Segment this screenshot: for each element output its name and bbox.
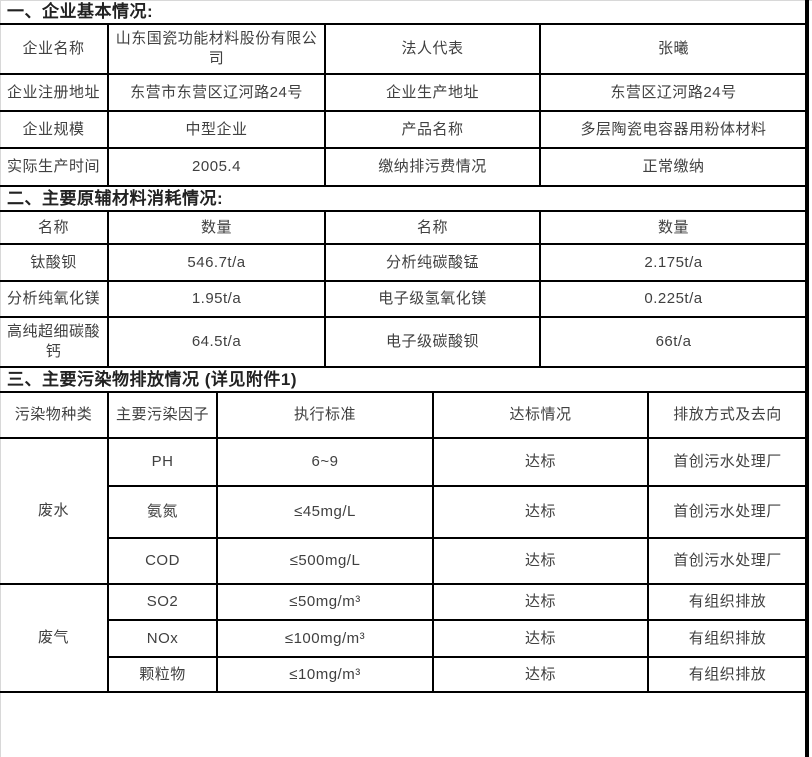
material-name-cell: 钛酸钡 (0, 243, 109, 282)
pollutant-factor-cell: SO2 (107, 583, 218, 621)
table-row: NOx ≤100mg/m³ 达标 有组织排放 (0, 619, 806, 658)
standard-cell: ≤100mg/m³ (216, 619, 434, 658)
standard-cell: ≤50mg/m³ (216, 583, 434, 621)
material-qty-cell: 2.175t/a (539, 243, 806, 282)
discharge-mode-cell: 有组织排放 (647, 656, 806, 693)
compliance-cell: 达标 (432, 583, 649, 621)
table-row: 废水 PH 6~9 达标 首创污水处理厂 (0, 437, 806, 585)
material-name-header: 名称 (324, 210, 541, 245)
product-name-value: 多层陶瓷电容器用粉体材料 (539, 110, 806, 149)
page-left-border (0, 0, 1, 757)
production-address-value: 东营区辽河路24号 (539, 73, 806, 112)
standard-cell: 6~9 (216, 437, 434, 487)
discharge-mode-cell: 有组织排放 (647, 619, 806, 658)
compliance-cell: 达标 (432, 656, 649, 693)
material-qty-header: 数量 (107, 210, 326, 245)
registered-address-label: 企业注册地址 (0, 73, 109, 112)
production-start-value: 2005.4 (107, 147, 326, 187)
compliance-cell: 达标 (432, 437, 649, 487)
material-name-cell: 分析纯氧化镁 (0, 280, 109, 318)
section2-heading: 二、主要原辅材料消耗情况: (7, 189, 224, 208)
material-qty-cell: 64.5t/a (107, 316, 326, 368)
pollutant-factor-header: 主要污染因子 (107, 391, 218, 439)
material-name-header: 名称 (0, 210, 109, 245)
table-row: 企业名称 山东国瓷功能材料股份有限公司 法人代表 张曦 (0, 23, 806, 75)
material-qty-cell: 0.225t/a (539, 280, 806, 318)
report-document: 一、企业基本情况: 企业名称 山东国瓷功能材料股份有限公司 法人代表 张曦 企业… (0, 2, 806, 693)
pollutant-emission-table: 污染物种类 主要污染因子 执行标准 达标情况 排放方式及去向 废水 PH 6~9… (0, 391, 806, 693)
material-name-cell: 高纯超细碳酸钙 (0, 316, 109, 368)
material-qty-cell: 546.7t/a (107, 243, 326, 282)
discharge-mode-header: 排放方式及去向 (647, 391, 806, 439)
discharge-mode-cell: 有组织排放 (647, 583, 806, 621)
table-row: 实际生产时间 2005.4 缴纳排污费情况 正常缴纳 (0, 147, 806, 187)
registered-address-value: 东营市东营区辽河路24号 (107, 73, 326, 112)
pollutant-factor-cell: NOx (108, 619, 218, 658)
discharge-mode-cell: 首创污水处理厂 (647, 485, 806, 539)
table-row: COD ≤500mg/L 达标 首创污水处理厂 (0, 537, 806, 585)
discharge-mode-cell: 首创污水处理厂 (647, 537, 806, 585)
standard-cell: ≤500mg/L (216, 537, 434, 585)
pollutant-factor-cell: 颗粒物 (108, 656, 218, 693)
compliance-cell: 达标 (432, 485, 649, 539)
compliance-cell: 达标 (432, 537, 649, 585)
table-row: 分析纯氧化镁 1.95t/a 电子级氢氧化镁 0.225t/a (0, 280, 806, 318)
standard-header: 执行标准 (216, 391, 434, 439)
table-row: 高纯超细碳酸钙 64.5t/a 电子级碳酸钡 66t/a (0, 316, 806, 368)
compliance-header: 达标情况 (432, 391, 649, 439)
table-row: 企业注册地址 东营市东营区辽河路24号 企业生产地址 东营区辽河路24号 (0, 73, 806, 112)
discharge-mode-cell: 首创污水处理厂 (647, 437, 806, 487)
pollutant-factor-cell: COD (108, 537, 218, 585)
material-name-cell: 分析纯碳酸锰 (324, 243, 541, 282)
enterprise-scale-label: 企业规模 (0, 110, 109, 149)
production-address-label: 企业生产地址 (324, 73, 541, 112)
table-row: 废气 SO2 ≤50mg/m³ 达标 有组织排放 (0, 583, 806, 693)
material-name-cell: 电子级碳酸钡 (324, 316, 541, 368)
table-row: 颗粒物 ≤10mg/m³ 达标 有组织排放 (0, 656, 806, 693)
production-start-label: 实际生产时间 (0, 147, 109, 187)
material-qty-header: 数量 (539, 210, 806, 245)
page-top-border (0, 0, 812, 1)
material-qty-cell: 1.95t/a (107, 280, 326, 318)
standard-cell: ≤45mg/L (216, 485, 434, 539)
table-row: 企业规模 中型企业 产品名称 多层陶瓷电容器用粉体材料 (0, 110, 806, 149)
legal-representative-value: 张曦 (539, 23, 806, 75)
legal-representative-label: 法人代表 (324, 23, 541, 75)
enterprise-name-label: 企业名称 (0, 23, 109, 75)
page-right-border (805, 0, 809, 757)
material-name-cell: 电子级氢氧化镁 (324, 280, 541, 318)
table-row: 钛酸钡 546.7t/a 分析纯碳酸锰 2.175t/a (0, 243, 806, 282)
section3-heading: 三、主要污染物排放情况 (详见附件1) (7, 370, 297, 389)
product-name-label: 产品名称 (324, 110, 541, 149)
enterprise-info-table: 企业名称 山东国瓷功能材料股份有限公司 法人代表 张曦 企业注册地址 东营市东营… (0, 23, 806, 187)
table-row: 氨氮 ≤45mg/L 达标 首创污水处理厂 (0, 485, 806, 539)
materials-consumption-table: 名称 数量 名称 数量 钛酸钡 546.7t/a 分析纯碳酸锰 2.175t/a… (0, 210, 806, 368)
table-header-row: 名称 数量 名称 数量 (0, 210, 806, 245)
enterprise-name-value: 山东国瓷功能材料股份有限公司 (107, 23, 326, 75)
pollutant-type-header: 污染物种类 (0, 391, 109, 439)
pollutant-factor-cell: 氨氮 (108, 485, 218, 539)
enterprise-scale-value: 中型企业 (107, 110, 326, 149)
compliance-cell: 达标 (432, 619, 649, 658)
wastewater-category-cell: 废水 (0, 437, 109, 585)
waste-gas-category-cell: 废气 (0, 583, 109, 693)
standard-cell: ≤10mg/m³ (216, 656, 434, 693)
pollutant-factor-cell: PH (107, 437, 218, 487)
pollution-fee-label: 缴纳排污费情况 (324, 147, 541, 187)
section1-heading: 一、企业基本情况: (7, 2, 154, 21)
material-qty-cell: 66t/a (539, 316, 806, 368)
table-header-row: 污染物种类 主要污染因子 执行标准 达标情况 排放方式及去向 (0, 391, 806, 439)
pollution-fee-value: 正常缴纳 (539, 147, 806, 187)
